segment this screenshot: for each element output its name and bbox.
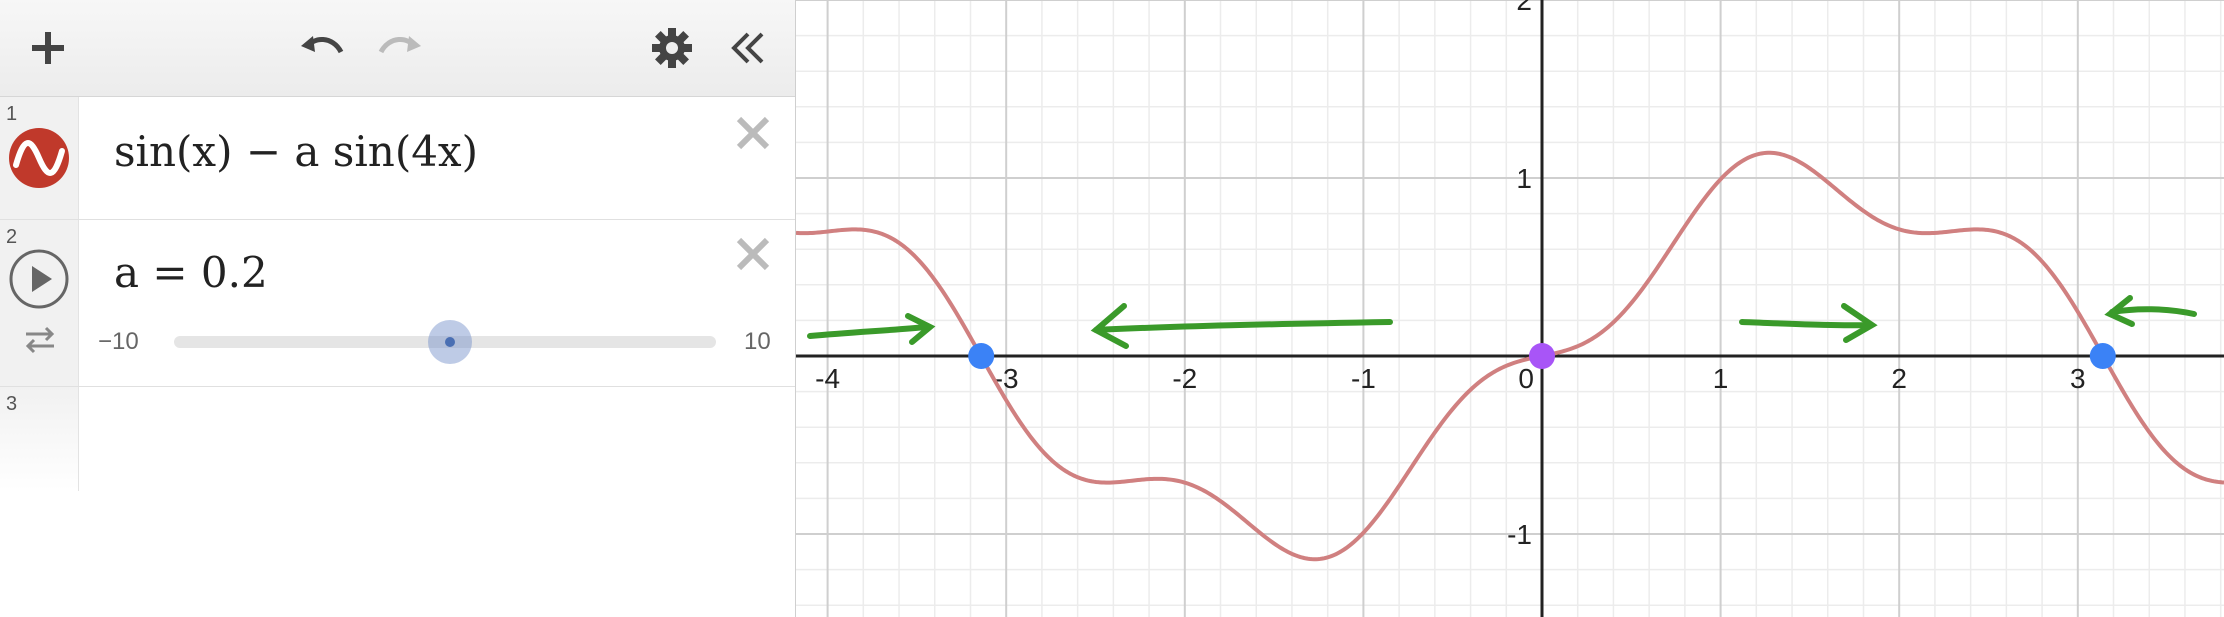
expression-gutter: 2 — [0, 220, 79, 386]
x-axis-ticks: -4 -3 -2 -1 0 1 2 3 — [815, 363, 2085, 394]
x-tick-label: -1 — [1351, 363, 1376, 394]
slider-min-label: −10 — [98, 328, 139, 355]
x-tick-label: 1 — [1713, 363, 1729, 394]
expression-index: 1 — [6, 103, 18, 125]
critical-point[interactable] — [968, 343, 995, 369]
plus-icon — [32, 32, 64, 64]
graph-canvas[interactable]: -4 -3 -2 -1 0 1 2 3 21-1 — [796, 0, 2224, 617]
annotation-arrows — [807, 295, 2197, 349]
arrow-annotation — [1841, 303, 1878, 343]
critical-point[interactable] — [1529, 343, 1555, 369]
close-icon[interactable] — [731, 232, 775, 276]
critical-points[interactable] — [968, 343, 2116, 369]
expression-row-1[interactable]: 1 sin(x) − a sin(4x) — [0, 97, 795, 220]
y-tick-label: 1 — [1516, 163, 1532, 194]
wave-icon[interactable] — [8, 127, 70, 189]
play-icon[interactable] — [8, 248, 70, 310]
expression-text[interactable]: a = 0.2 — [114, 248, 268, 297]
expression-row-2[interactable]: 2 a = 0.2 −10 10 — [0, 220, 795, 387]
slider-thumb-center — [445, 337, 456, 347]
redo-button[interactable] — [370, 18, 430, 78]
expression-index: 2 — [6, 226, 18, 248]
y-axis-ticks: 2 1 -1 — [1507, 0, 1532, 550]
expression-index: 3 — [6, 393, 18, 415]
arrow-annotation — [807, 324, 929, 339]
arrow-annotation — [2104, 295, 2135, 327]
critical-point[interactable] — [2089, 343, 2116, 369]
arrow-annotation — [1739, 319, 1873, 329]
x-tick-label: 3 — [2070, 363, 2086, 394]
expression-gutter: 3 — [0, 387, 79, 491]
expression-text[interactable]: sin(x) − a sin(4x) — [114, 127, 478, 176]
arrow-annotation — [1093, 319, 1393, 333]
slider-max-label: 10 — [744, 328, 771, 355]
add-expression-button[interactable] — [18, 18, 78, 78]
arrow-annotation — [905, 313, 936, 345]
function-curve[interactable] — [796, 150, 2224, 562]
collapse-panel-button[interactable] — [718, 18, 778, 78]
double-chevron-left-icon — [731, 32, 764, 64]
gear-icon — [652, 28, 692, 68]
undo-icon — [301, 36, 344, 54]
close-icon[interactable] — [731, 111, 775, 155]
toolbar — [0, 0, 795, 97]
x-tick-label: 2 — [1891, 363, 1907, 394]
undo-button[interactable] — [292, 18, 352, 78]
y-tick-label: 2 — [1516, 0, 1532, 16]
axes — [796, 0, 2224, 617]
x-tick-label: -2 — [1172, 363, 1197, 394]
slider-thumb[interactable] — [428, 320, 473, 364]
redo-icon — [378, 36, 421, 54]
arrow-annotation — [1090, 303, 1129, 349]
x-tick-label: 0 — [1518, 363, 1534, 394]
expression-gutter: 1 — [0, 97, 79, 219]
arrow-annotation — [2109, 306, 2197, 317]
expression-panel: 1 sin(x) − a sin(4x) 2 — [0, 0, 796, 617]
loop-icon[interactable] — [20, 324, 60, 354]
settings-button[interactable] — [642, 18, 702, 78]
y-tick-label: -1 — [1507, 519, 1532, 550]
x-tick-label: -4 — [815, 363, 840, 394]
expression-row-3[interactable]: 3 — [0, 387, 795, 491]
slider-track[interactable] — [174, 336, 716, 348]
